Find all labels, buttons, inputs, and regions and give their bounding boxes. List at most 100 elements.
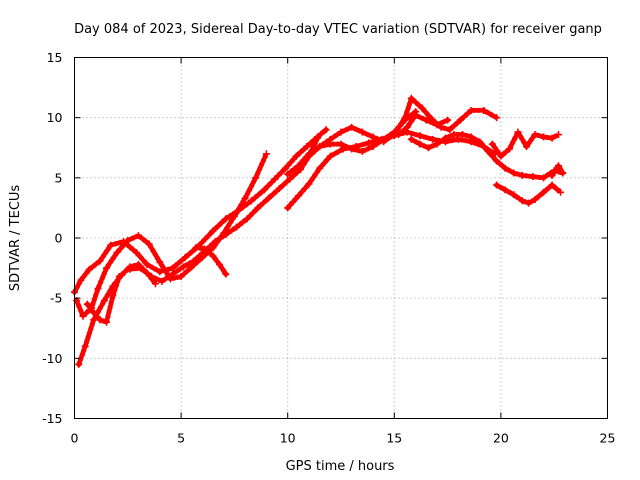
data-point-marker bbox=[444, 116, 452, 124]
data-point-marker bbox=[134, 232, 142, 240]
data-point-marker bbox=[450, 131, 458, 139]
data-point-marker bbox=[241, 194, 249, 202]
data-point-marker bbox=[505, 145, 513, 153]
data-point-marker bbox=[156, 268, 164, 276]
data-point-marker bbox=[147, 273, 155, 281]
data-point-marker bbox=[132, 248, 140, 256]
data-point-marker bbox=[83, 300, 91, 308]
data-point-marker bbox=[282, 164, 290, 172]
data-point-marker bbox=[158, 277, 166, 285]
data-point-marker bbox=[416, 132, 424, 140]
data-point-marker bbox=[192, 244, 200, 252]
data-point-marker bbox=[211, 238, 219, 246]
data-point-marker bbox=[514, 128, 522, 136]
data-point-marker bbox=[456, 116, 464, 124]
data-point-marker bbox=[401, 114, 409, 122]
y-tick-label: -15 bbox=[42, 411, 62, 426]
y-tick-label: 0 bbox=[55, 231, 63, 246]
data-point-marker bbox=[493, 157, 501, 165]
series-trace bbox=[489, 129, 561, 159]
data-point-marker bbox=[467, 106, 475, 114]
x-tick-label: 5 bbox=[177, 431, 185, 446]
data-point-marker bbox=[337, 128, 345, 136]
data-point-marker bbox=[94, 285, 102, 293]
data-point-marker bbox=[156, 258, 164, 266]
data-point-marker bbox=[222, 215, 230, 223]
data-point-marker bbox=[284, 170, 292, 178]
data-point-marker bbox=[316, 143, 324, 151]
data-point-marker bbox=[209, 227, 217, 235]
data-point-marker bbox=[369, 133, 377, 141]
data-point-marker bbox=[459, 131, 467, 139]
data-point-marker bbox=[424, 144, 432, 152]
series-trace bbox=[306, 95, 500, 159]
data-point-marker bbox=[102, 264, 110, 272]
data-point-marker bbox=[322, 126, 330, 134]
data-point-marker bbox=[314, 134, 322, 142]
data-point-marker bbox=[467, 133, 475, 141]
data-point-marker bbox=[169, 270, 177, 278]
data-point-marker bbox=[177, 273, 185, 281]
data-series-5 bbox=[126, 134, 322, 285]
data-point-marker bbox=[484, 147, 492, 155]
data-point-marker bbox=[348, 123, 356, 131]
data-point-marker bbox=[222, 270, 230, 278]
data-point-marker bbox=[433, 121, 441, 129]
data-point-marker bbox=[271, 175, 279, 183]
data-point-marker bbox=[124, 236, 132, 244]
y-tick-label: 5 bbox=[55, 170, 63, 185]
data-point-marker bbox=[126, 265, 134, 273]
data-point-marker bbox=[262, 150, 270, 158]
data-point-marker bbox=[247, 197, 255, 205]
grid-layer bbox=[74, 57, 608, 419]
data-point-marker bbox=[403, 123, 411, 131]
data-point-marker bbox=[260, 186, 268, 194]
data-point-marker bbox=[81, 342, 89, 350]
data-point-marker bbox=[77, 276, 85, 284]
data-point-marker bbox=[510, 191, 518, 199]
data-point-marker bbox=[265, 194, 273, 202]
data-series-2 bbox=[73, 150, 270, 320]
data-point-marker bbox=[145, 240, 153, 248]
data-point-marker bbox=[395, 131, 403, 139]
data-point-marker bbox=[294, 192, 302, 200]
data-point-marker bbox=[326, 152, 334, 160]
data-point-marker bbox=[518, 197, 526, 205]
data-point-marker bbox=[179, 263, 187, 271]
data-point-marker bbox=[369, 143, 377, 151]
data-point-marker bbox=[476, 138, 484, 146]
data-point-marker bbox=[365, 139, 373, 147]
data-point-marker bbox=[510, 169, 518, 177]
y-tick-labels: -15 -10 -5 0 5 10 15 bbox=[42, 50, 62, 426]
data-point-marker bbox=[115, 273, 123, 281]
data-point-marker bbox=[230, 212, 238, 220]
data-point-marker bbox=[559, 169, 567, 177]
x-tick-label: 0 bbox=[71, 431, 79, 446]
y-tick-label: 10 bbox=[47, 110, 63, 125]
data-point-marker bbox=[102, 318, 110, 326]
plot-frame bbox=[74, 57, 608, 419]
data-point-marker bbox=[540, 133, 548, 141]
data-series-13 bbox=[493, 181, 565, 207]
data-series-6 bbox=[192, 244, 230, 278]
data-point-marker bbox=[433, 140, 441, 148]
x-tick-label: 10 bbox=[280, 431, 296, 446]
data-point-marker bbox=[548, 181, 556, 189]
data-point-marker bbox=[531, 131, 539, 139]
data-point-marker bbox=[96, 257, 104, 265]
data-point-marker bbox=[525, 199, 533, 207]
data-point-marker bbox=[446, 126, 454, 134]
data-point-marker bbox=[107, 241, 115, 249]
x-tick-label: 25 bbox=[600, 431, 616, 446]
data-point-marker bbox=[305, 152, 313, 160]
data-point-marker bbox=[254, 204, 262, 212]
data-point-marker bbox=[303, 143, 311, 151]
data-point-marker bbox=[540, 188, 548, 196]
y-tick-label: 15 bbox=[47, 50, 63, 65]
data-point-marker bbox=[143, 260, 151, 268]
data-point-marker bbox=[275, 185, 283, 193]
data-point-marker bbox=[429, 135, 437, 143]
data-point-marker bbox=[358, 128, 366, 136]
series-trace bbox=[84, 274, 122, 325]
